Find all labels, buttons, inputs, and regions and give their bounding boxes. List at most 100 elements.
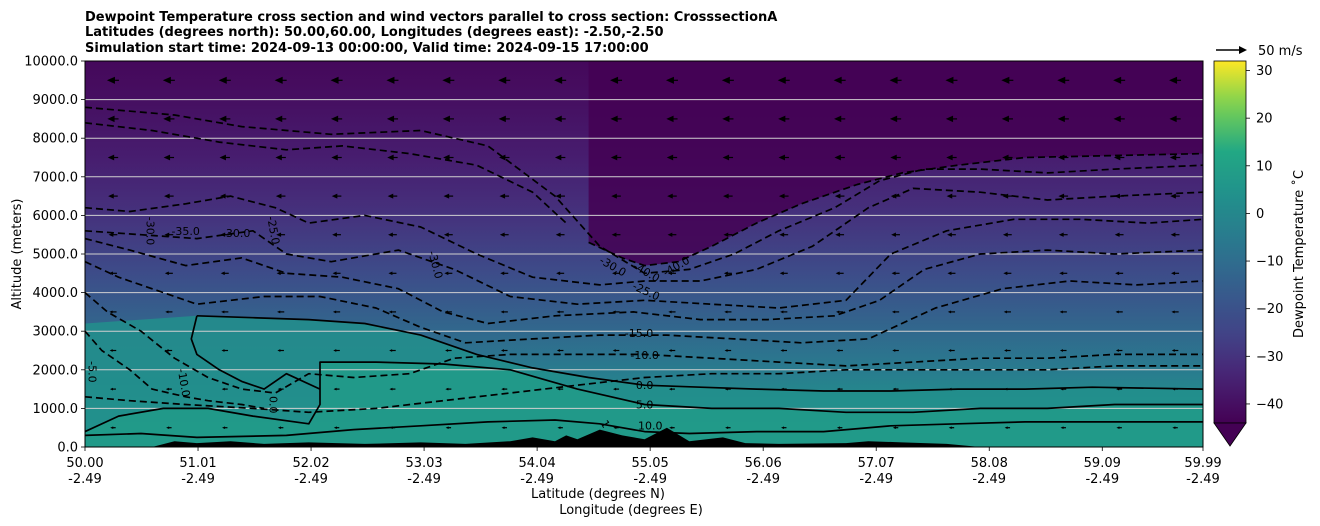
wind-vector xyxy=(333,387,340,391)
wind-vector xyxy=(166,426,172,430)
y-tick-label: 2000.0 xyxy=(33,363,79,378)
chart-title-line-1: Dewpoint Temperature cross section and w… xyxy=(85,10,777,25)
wind-vector xyxy=(219,193,230,199)
wind-vector xyxy=(947,232,956,237)
contour-line xyxy=(196,314,1203,392)
wind-vector xyxy=(611,193,621,199)
chart-title-line-3: Simulation start time: 2024-09-13 00:00:… xyxy=(85,41,649,56)
wind-vector xyxy=(163,154,175,161)
dry-tongue-patch xyxy=(588,61,1203,266)
wind-vector xyxy=(555,193,565,199)
wind-vector xyxy=(948,426,955,430)
wind-vector xyxy=(891,310,900,314)
wind-vector xyxy=(164,193,174,199)
contour-line xyxy=(190,315,321,390)
wind-vector xyxy=(219,115,231,123)
wind-vector xyxy=(222,426,228,430)
wind-vector xyxy=(723,232,733,237)
colorbar-tick-label: −20 xyxy=(1256,302,1283,317)
wind-vector xyxy=(109,349,117,352)
wind-vector xyxy=(501,426,507,430)
wind-vector xyxy=(668,349,676,352)
x-tick-label-lon: -2.49 xyxy=(1085,472,1119,487)
x-tick-label-lat: 56.06 xyxy=(745,456,782,471)
colorbar-label: Dewpoint Temperature ˚C xyxy=(1291,170,1307,338)
wind-vector xyxy=(108,232,118,237)
wind-vector xyxy=(499,232,509,237)
wind-vector xyxy=(667,193,677,199)
wind-vector xyxy=(107,115,119,123)
wind-vector xyxy=(1170,232,1180,237)
wind-vector xyxy=(612,349,620,352)
wind-vector xyxy=(724,349,732,352)
x-tick-label-lon: -2.49 xyxy=(746,472,780,487)
wind-vector xyxy=(1115,310,1123,314)
wind-vector xyxy=(277,426,284,430)
wind-vector xyxy=(443,193,454,199)
wind-vector xyxy=(108,271,117,276)
wind-vector xyxy=(780,310,788,314)
wind-vector xyxy=(947,271,956,276)
wind-vector xyxy=(443,232,453,237)
colorbar-ticks: −40 −30 −20 −10 0 10 20 30 xyxy=(1246,64,1283,412)
wind-vector xyxy=(330,76,343,84)
wind-vector xyxy=(725,426,731,430)
y-tick-label: 4000.0 xyxy=(33,286,79,301)
wind-vector xyxy=(498,76,511,84)
contour-line xyxy=(85,106,1203,275)
contour-line xyxy=(85,260,1203,344)
x-tick-label-lon: -2.49 xyxy=(859,472,893,487)
wind-vector xyxy=(221,349,229,352)
wind-vector xyxy=(1115,349,1123,352)
wind-vector xyxy=(1113,154,1125,161)
wind-vector xyxy=(835,232,845,237)
colorbar-tick-label: −40 xyxy=(1256,397,1283,412)
wind-vector xyxy=(778,115,790,123)
y-tick-label: 0.0 xyxy=(57,441,78,456)
wind-vector xyxy=(389,387,396,391)
contour-label: 5.0 xyxy=(636,399,654,412)
wind-vector xyxy=(778,193,789,199)
contour-label: 10.0 xyxy=(638,419,663,432)
wind-vector xyxy=(722,115,734,123)
wind-vector xyxy=(165,310,173,314)
wind-vector xyxy=(109,387,116,391)
wind-vector xyxy=(445,426,452,430)
wind-vector xyxy=(386,76,399,84)
x-tick-label-lat: 59.99 xyxy=(1184,456,1221,471)
wind-vector xyxy=(1116,426,1122,430)
wind-vector xyxy=(611,232,621,237)
x-tick-label-lat: 53.03 xyxy=(405,456,442,471)
wind-vector xyxy=(668,310,676,314)
wind-vector xyxy=(1172,426,1178,430)
x-tick-label-lon: -2.49 xyxy=(68,472,102,487)
wind-vector xyxy=(945,115,958,123)
wind-vector xyxy=(445,387,452,391)
wind-vector xyxy=(892,387,899,391)
wind-vector xyxy=(1057,76,1070,84)
wind-vector xyxy=(332,271,341,276)
x-axis-label-latitude: Latitude (degrees N) xyxy=(531,487,665,502)
wind-vector xyxy=(946,193,957,199)
wind-vector xyxy=(948,349,955,352)
wind-vector xyxy=(1059,349,1067,352)
colorbar-tick-label: 0 xyxy=(1256,207,1264,222)
x-tick-label-lon: -2.49 xyxy=(181,472,215,487)
wind-vector xyxy=(221,387,228,391)
wind-vector xyxy=(777,76,790,84)
colorbar-tick-label: 30 xyxy=(1256,64,1273,79)
wind-vector xyxy=(556,271,565,276)
wind-vector xyxy=(1169,76,1182,84)
wind-vector xyxy=(890,154,901,161)
y-tick-label: 10000.0 xyxy=(24,55,78,70)
contour-label: -10.0 xyxy=(630,349,658,362)
contour-line xyxy=(85,361,1203,433)
wind-vector xyxy=(780,387,787,391)
wind-vector xyxy=(276,232,286,237)
wind-vector xyxy=(834,193,845,199)
wind-vector xyxy=(836,426,843,430)
wind-vector xyxy=(945,76,958,84)
wind-vector xyxy=(110,426,116,430)
wind-vector xyxy=(498,115,510,123)
wind-vector xyxy=(162,76,175,84)
